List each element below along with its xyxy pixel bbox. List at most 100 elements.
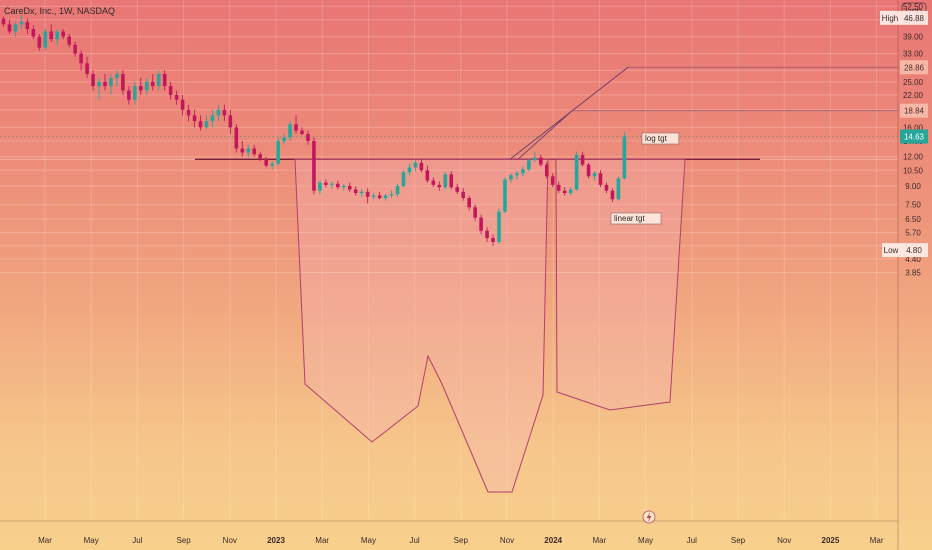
candle-body[interactable]	[604, 184, 609, 191]
candle-body[interactable]	[270, 163, 274, 166]
candle-body[interactable]	[407, 167, 412, 173]
candle-body[interactable]	[341, 186, 346, 188]
candle-body[interactable]	[300, 130, 304, 134]
candle-body[interactable]	[461, 191, 465, 199]
candle-body[interactable]	[485, 230, 489, 239]
candle-body[interactable]	[371, 195, 376, 197]
candle-body[interactable]	[592, 173, 597, 177]
candle-body[interactable]	[79, 53, 83, 64]
candle-body[interactable]	[503, 179, 507, 212]
candle-body[interactable]	[144, 81, 149, 91]
candle-body[interactable]	[377, 195, 382, 199]
candle-body[interactable]	[419, 162, 424, 171]
candle-body[interactable]	[7, 24, 12, 32]
candle-body[interactable]	[133, 86, 137, 100]
linear-target-label-box[interactable]	[610, 212, 662, 225]
candle-body[interactable]	[234, 127, 239, 149]
candle-body[interactable]	[616, 178, 621, 200]
candle-body[interactable]	[521, 169, 525, 174]
candle-body[interactable]	[556, 184, 561, 191]
candle-body[interactable]	[222, 109, 227, 116]
candle-body[interactable]	[204, 121, 209, 128]
candle-body[interactable]	[598, 173, 603, 185]
candle-body[interactable]	[353, 189, 358, 194]
candle-body[interactable]	[37, 36, 42, 48]
candle-body[interactable]	[610, 190, 615, 200]
candle-body[interactable]	[49, 31, 54, 40]
candle-body[interactable]	[294, 124, 298, 131]
candle-body[interactable]	[198, 121, 203, 128]
candle-body[interactable]	[479, 217, 483, 231]
candle-body[interactable]	[539, 157, 543, 165]
candle-body[interactable]	[103, 81, 107, 87]
candle-body[interactable]	[586, 164, 591, 177]
candle-body[interactable]	[264, 158, 268, 166]
candle-body[interactable]	[324, 182, 328, 185]
candle-body[interactable]	[455, 187, 460, 192]
candle-body[interactable]	[288, 124, 292, 138]
candle-body[interactable]	[150, 81, 155, 87]
candle-body[interactable]	[13, 24, 18, 32]
candle-body[interactable]	[85, 63, 89, 75]
candle-body[interactable]	[622, 136, 627, 179]
candle-body[interactable]	[162, 74, 167, 87]
candle-body[interactable]	[491, 238, 495, 242]
candle-body[interactable]	[544, 164, 549, 177]
candle-body[interactable]	[115, 74, 119, 78]
candle-body[interactable]	[67, 36, 71, 45]
candle-body[interactable]	[509, 175, 513, 180]
candle-body[interactable]	[318, 182, 322, 191]
candle-body[interactable]	[1, 18, 6, 25]
candle-body[interactable]	[347, 186, 352, 190]
candle-body[interactable]	[43, 31, 48, 48]
candle-body[interactable]	[401, 172, 406, 187]
candle-body[interactable]	[389, 194, 394, 196]
candle-body[interactable]	[527, 160, 531, 170]
candle-body[interactable]	[19, 22, 24, 25]
candle-body[interactable]	[306, 133, 310, 141]
candle-body[interactable]	[574, 155, 579, 190]
candle-body[interactable]	[568, 189, 573, 194]
log-target-label-box[interactable]	[641, 132, 680, 145]
candle-body[interactable]	[25, 22, 30, 30]
candle-body[interactable]	[562, 190, 567, 194]
candle-body[interactable]	[210, 115, 215, 122]
candle-body[interactable]	[174, 94, 179, 100]
candle-body[interactable]	[180, 99, 185, 110]
candle-body[interactable]	[515, 173, 519, 176]
candle-body[interactable]	[431, 180, 436, 185]
candle-body[interactable]	[186, 109, 191, 116]
candle-body[interactable]	[473, 207, 477, 218]
candle-body[interactable]	[359, 191, 364, 194]
candle-body[interactable]	[443, 174, 448, 188]
candle-body[interactable]	[121, 74, 125, 91]
candle-body[interactable]	[413, 162, 418, 168]
candle-body[interactable]	[282, 137, 286, 141]
candle-body[interactable]	[156, 74, 161, 87]
candle-body[interactable]	[550, 176, 555, 185]
candle-body[interactable]	[336, 183, 340, 188]
candle-body[interactable]	[467, 198, 471, 208]
candle-body[interactable]	[533, 157, 537, 161]
candle-body[interactable]	[383, 195, 388, 199]
candle-body[interactable]	[73, 44, 77, 54]
candle-body[interactable]	[258, 154, 263, 159]
ihs-pattern[interactable]	[294, 158, 686, 493]
candle-body[interactable]	[395, 186, 400, 195]
candle-body[interactable]	[240, 148, 245, 153]
candle-body[interactable]	[425, 170, 430, 181]
candle-body[interactable]	[437, 184, 442, 188]
candle-body[interactable]	[168, 86, 173, 95]
candle-body[interactable]	[109, 77, 113, 87]
candle-body[interactable]	[330, 183, 334, 185]
candle-body[interactable]	[61, 31, 65, 37]
candle-body[interactable]	[127, 90, 131, 100]
candle-body[interactable]	[55, 31, 60, 40]
candle-body[interactable]	[449, 174, 454, 188]
candle-body[interactable]	[252, 148, 257, 155]
candle-body[interactable]	[91, 74, 95, 87]
candle-body[interactable]	[312, 140, 316, 191]
candle-body[interactable]	[497, 211, 501, 242]
